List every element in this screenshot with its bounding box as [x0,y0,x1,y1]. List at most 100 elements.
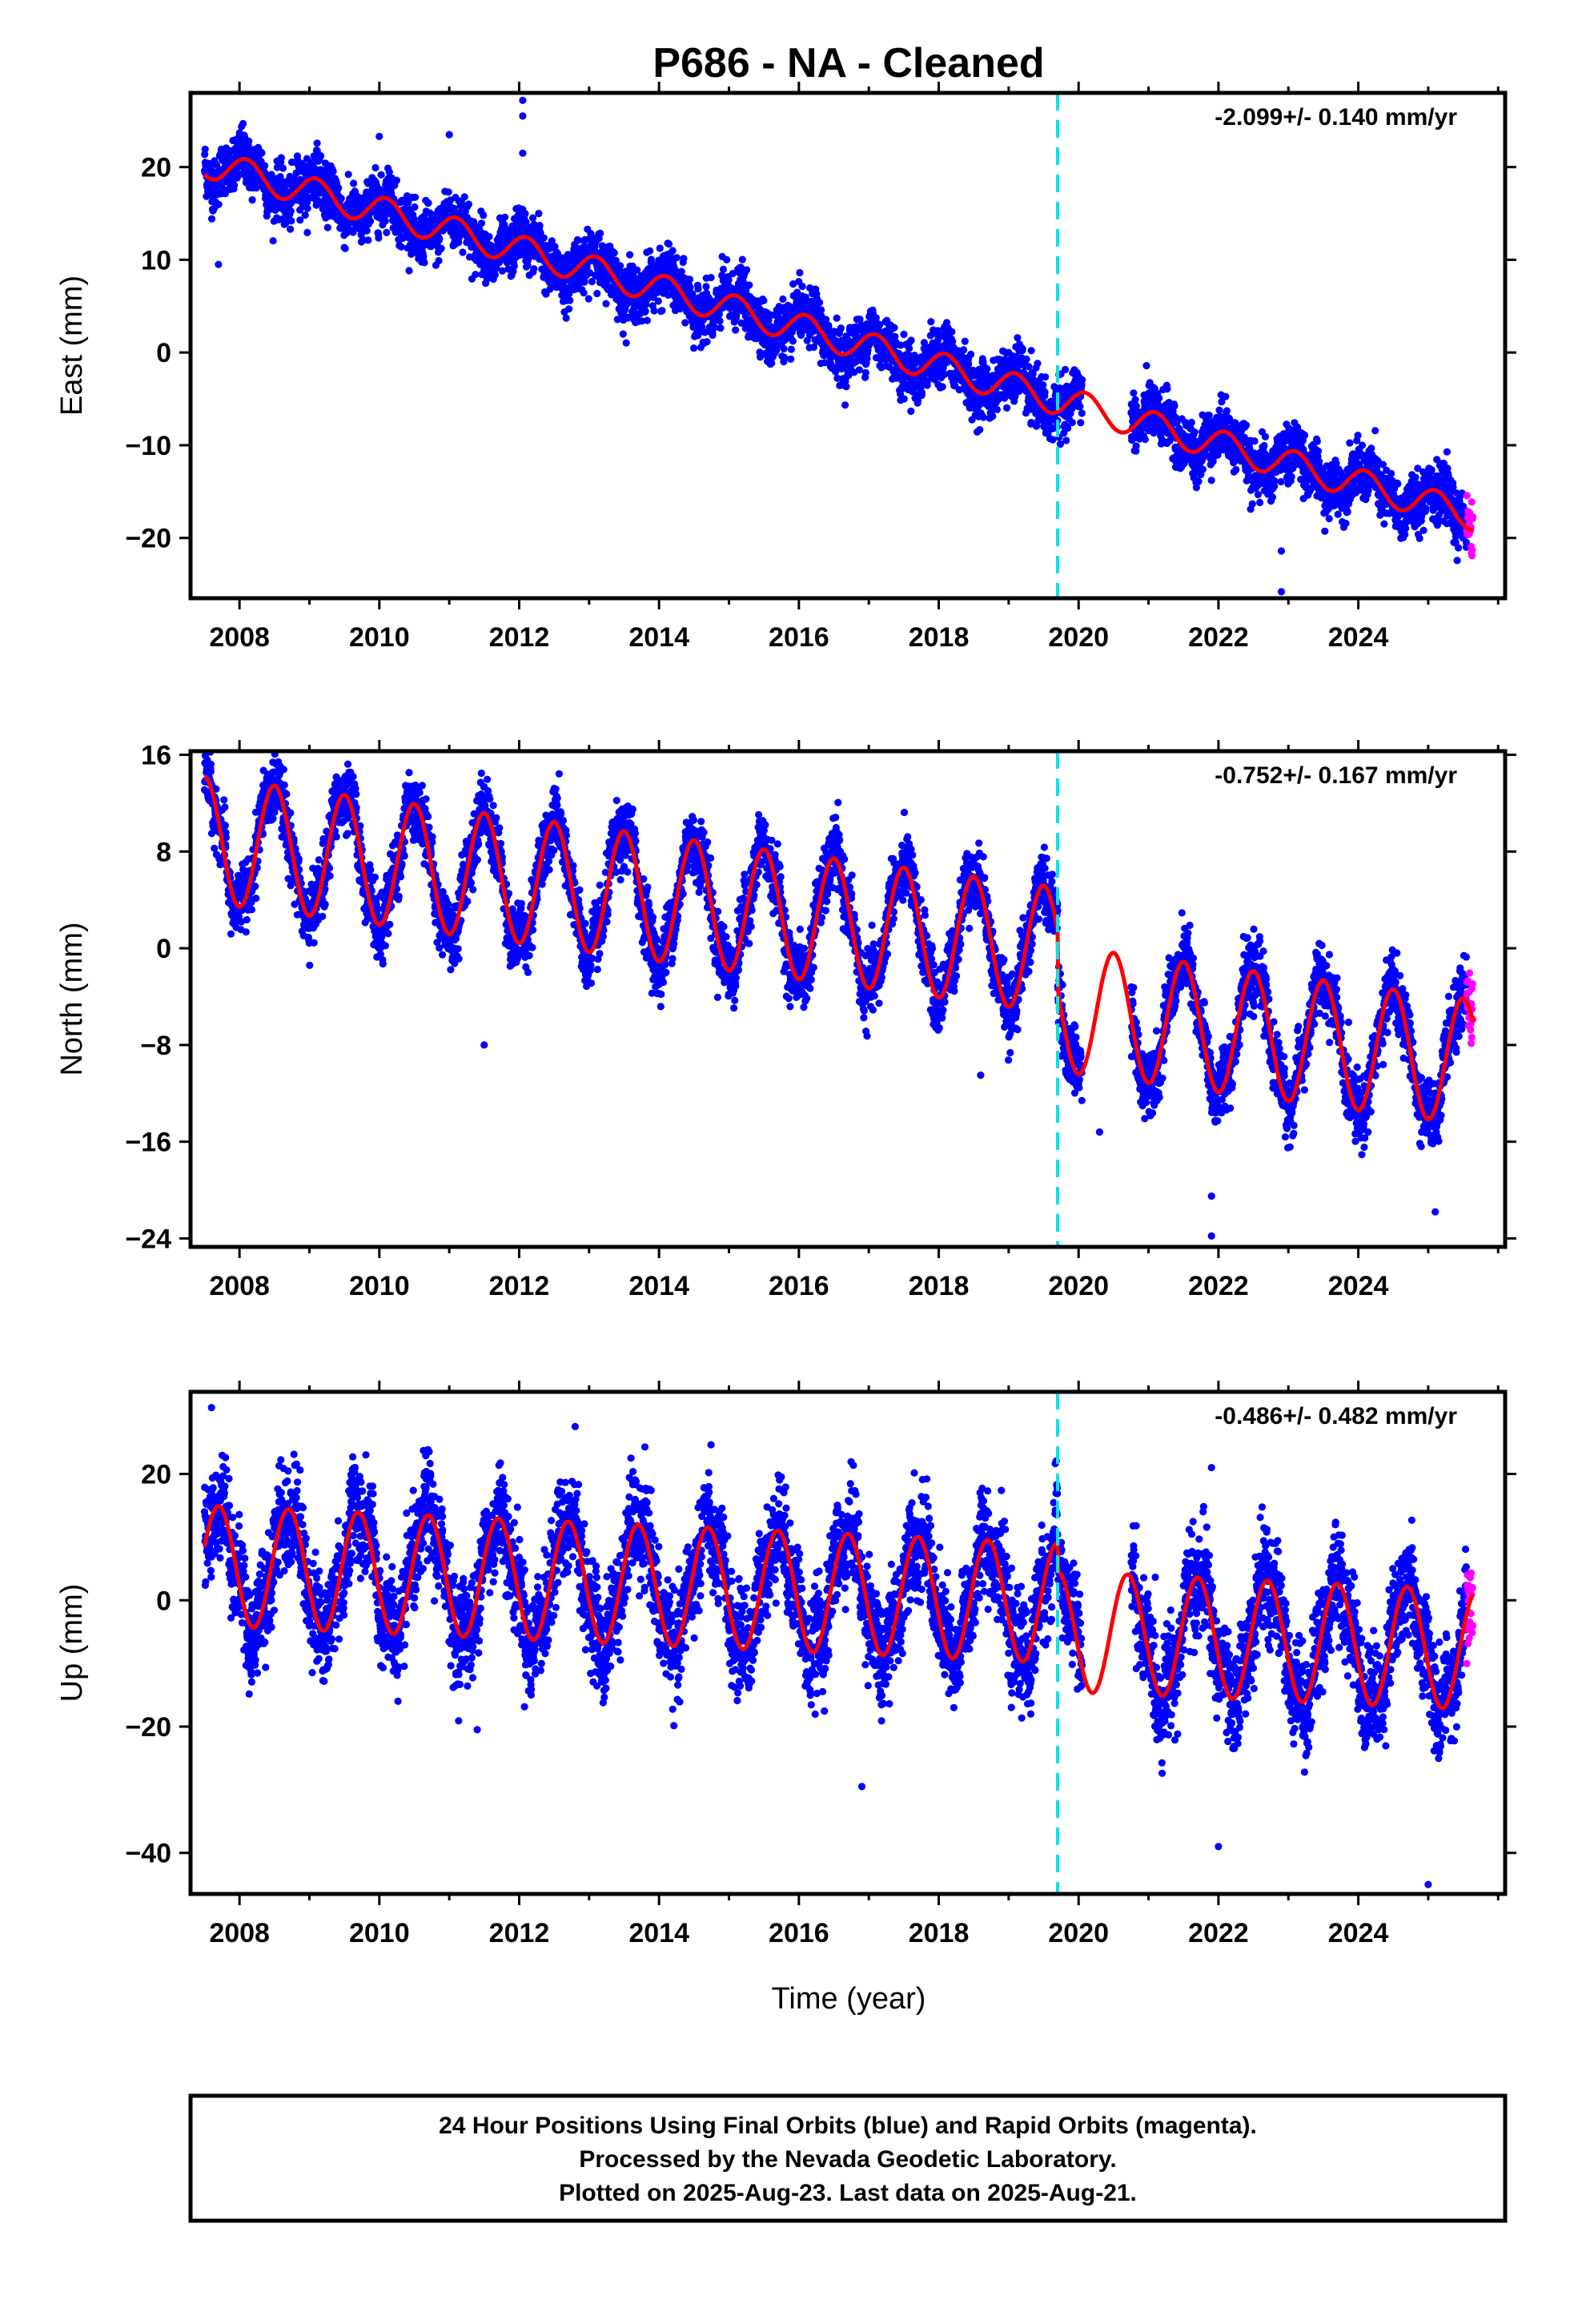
data-point [779,295,787,304]
data-point [459,248,467,256]
data-point [269,237,277,245]
data-point [816,299,824,307]
data-point [1049,436,1057,444]
data-point [1061,365,1070,374]
data-point [392,176,400,184]
data-point [654,297,662,305]
data-point [385,168,393,176]
data-point [337,195,345,203]
data-point [841,401,849,409]
data-point [1170,402,1178,410]
data-point [1039,381,1047,389]
data-point [329,167,337,175]
data-point [215,200,223,208]
data-point [961,337,969,345]
data-point [907,336,915,344]
data-point [485,232,493,241]
data-point [1195,477,1203,485]
data-point [723,255,731,263]
data-point [917,388,926,396]
data-point [719,265,728,273]
data-point [861,368,869,376]
data-point [540,234,548,242]
data-point [643,316,652,324]
data-point [1130,389,1138,397]
data-point [245,137,253,145]
data-point [231,181,239,189]
data-point [377,171,385,179]
data-point [1191,428,1199,436]
data-point [1077,419,1085,427]
data-point [1132,442,1140,450]
data-point [383,228,391,236]
data-point [983,364,991,373]
data-point [1155,394,1163,402]
data-point [616,262,624,270]
data-point [420,252,428,260]
data-point [619,330,627,338]
data-point [296,216,304,224]
data-point [890,324,898,332]
data-point [622,339,630,347]
data-point [510,262,519,270]
data-point [855,366,863,374]
data-point [665,240,673,248]
data-point [900,330,908,339]
data-point [367,217,375,225]
data-point [707,274,715,282]
plot-area [200,96,1477,596]
data-point [656,244,664,252]
data-point [267,171,275,179]
data-point [646,247,654,255]
data-point [669,247,677,255]
data-point [580,289,588,297]
data-point [1027,347,1035,355]
data-point [673,254,681,262]
data-point [702,283,710,291]
data-point [716,317,724,325]
data-point [796,268,804,277]
data-point [501,213,509,221]
data-point [565,305,573,313]
data-point [787,345,796,353]
data-point [938,383,946,391]
data-point [685,275,694,283]
data-point [1076,403,1084,411]
data-point [1022,356,1030,364]
data-point [694,285,702,293]
data-point [344,171,352,179]
data-point [313,139,321,147]
data-point [319,205,327,213]
data-point [303,204,311,212]
data-point [381,217,389,225]
data-point [316,152,325,160]
data-point [798,283,806,291]
data-point [444,188,452,196]
data-point [521,210,529,218]
data-point [789,337,797,345]
figure-title: P686 - NA - Cleaned [652,40,1044,86]
panel-east: 2008 2010 2012 2014 2016 2018 2020 2022 2024−20−… [55,82,1516,653]
data-point [335,184,343,192]
data-point [455,239,463,247]
data-point [536,222,544,230]
data-point [1150,429,1158,437]
data-point [375,234,383,242]
data-point [976,426,984,434]
data-point [412,193,420,201]
data-point [680,255,688,263]
data-point [371,163,379,172]
data-point [781,353,789,361]
data-point [397,243,405,251]
data-point [602,300,610,308]
data-point [1078,409,1086,417]
data-point [650,307,658,315]
data-point [1131,396,1139,404]
data-point [1223,407,1231,415]
data-point [948,328,956,336]
data-point [1041,388,1049,396]
panels: 2008 2010 2012 2014 2016 2018 2020 2022 2024−20−… [55,82,1516,1948]
data-point [424,199,432,207]
data-point [1163,385,1171,393]
data-point [252,184,260,192]
